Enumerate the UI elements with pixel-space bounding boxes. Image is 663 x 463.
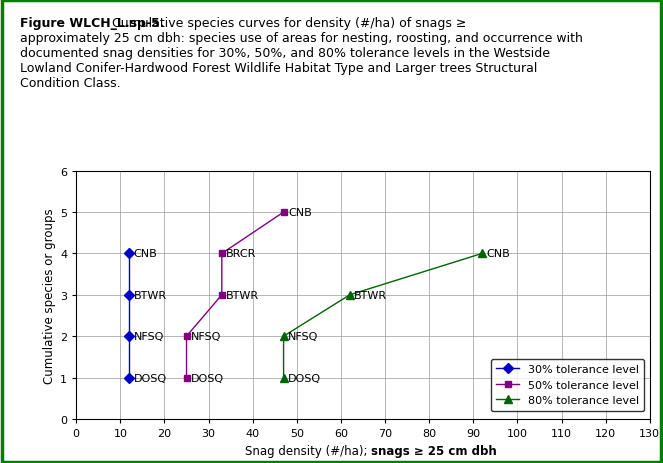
50% tolerance level bbox=[280, 210, 288, 215]
Text: BRCR: BRCR bbox=[226, 249, 257, 259]
Text: BTWR: BTWR bbox=[134, 290, 166, 300]
80% tolerance level bbox=[478, 251, 486, 257]
Y-axis label: Cumulative species or groups: Cumulative species or groups bbox=[43, 207, 56, 383]
Text: BTWR: BTWR bbox=[226, 290, 259, 300]
80% tolerance level bbox=[280, 375, 288, 381]
50% tolerance level bbox=[182, 375, 190, 381]
Line: 50% tolerance level: 50% tolerance level bbox=[183, 209, 287, 381]
Line: 30% tolerance level: 30% tolerance level bbox=[126, 250, 133, 381]
30% tolerance level bbox=[125, 375, 133, 381]
Text: Figure WLCH_L.sp-5.: Figure WLCH_L.sp-5. bbox=[20, 17, 164, 30]
50% tolerance level bbox=[182, 334, 190, 339]
Text: CNB: CNB bbox=[134, 249, 157, 259]
Text: DOSQ: DOSQ bbox=[191, 373, 224, 383]
30% tolerance level bbox=[125, 334, 133, 339]
Text: CNB: CNB bbox=[288, 207, 312, 218]
Text: NFSQ: NFSQ bbox=[134, 332, 164, 341]
Text: Cumulative species curves for density (#/ha) of snags ≥
approximately 25 cm dbh:: Cumulative species curves for density (#… bbox=[20, 17, 583, 90]
Text: DOSQ: DOSQ bbox=[288, 373, 321, 383]
Text: NFSQ: NFSQ bbox=[288, 332, 318, 341]
80% tolerance level bbox=[280, 334, 288, 339]
Text: Snag density (#/ha);: Snag density (#/ha); bbox=[245, 444, 371, 457]
50% tolerance level bbox=[218, 293, 226, 298]
80% tolerance level bbox=[346, 293, 354, 298]
Legend: 30% tolerance level, 50% tolerance level, 80% tolerance level: 30% tolerance level, 50% tolerance level… bbox=[491, 359, 644, 411]
Text: NFSQ: NFSQ bbox=[191, 332, 221, 341]
Text: BTWR: BTWR bbox=[354, 290, 387, 300]
30% tolerance level bbox=[125, 293, 133, 298]
50% tolerance level bbox=[218, 251, 226, 257]
30% tolerance level bbox=[125, 251, 133, 257]
Text: DOSQ: DOSQ bbox=[134, 373, 166, 383]
Text: CNB: CNB bbox=[487, 249, 511, 259]
Line: 80% tolerance level: 80% tolerance level bbox=[279, 250, 486, 382]
Text: snags ≥ 25 cm dbh: snags ≥ 25 cm dbh bbox=[371, 444, 497, 457]
